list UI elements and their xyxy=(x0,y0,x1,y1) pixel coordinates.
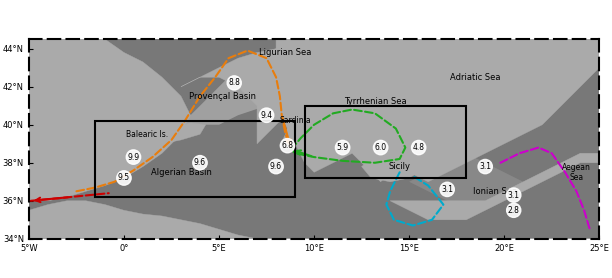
Text: Ionian Sea: Ionian Sea xyxy=(472,187,517,196)
Polygon shape xyxy=(29,201,599,239)
Text: 9.9: 9.9 xyxy=(127,153,140,162)
Text: Ligurian Sea: Ligurian Sea xyxy=(259,48,312,57)
Text: Sicily: Sicily xyxy=(389,162,411,171)
Polygon shape xyxy=(286,68,307,100)
Text: Balearic Is.: Balearic Is. xyxy=(125,130,168,139)
Text: 4.8: 4.8 xyxy=(412,143,425,152)
Text: Adriatic Sea: Adriatic Sea xyxy=(450,73,501,82)
Text: Sardinia: Sardinia xyxy=(279,116,311,125)
Bar xyxy=(95,121,295,197)
Polygon shape xyxy=(181,39,371,144)
Text: 6.0: 6.0 xyxy=(375,143,387,152)
Text: Algerian Basin: Algerian Basin xyxy=(151,168,211,177)
Text: 9.6: 9.6 xyxy=(270,162,282,171)
Bar xyxy=(305,106,466,178)
Polygon shape xyxy=(280,102,310,150)
Text: 3.1: 3.1 xyxy=(479,162,491,171)
Polygon shape xyxy=(147,123,206,144)
Text: 3.1: 3.1 xyxy=(441,185,453,194)
Text: 8.8: 8.8 xyxy=(228,78,240,87)
Text: Tyrrhenian Sea: Tyrrhenian Sea xyxy=(343,97,406,106)
Polygon shape xyxy=(276,30,466,182)
Polygon shape xyxy=(362,157,419,182)
Text: Provençal Basin: Provençal Basin xyxy=(189,92,256,101)
Polygon shape xyxy=(390,39,466,125)
Text: 3.1: 3.1 xyxy=(508,191,520,200)
Text: 2.8: 2.8 xyxy=(508,206,520,215)
Text: 9.6: 9.6 xyxy=(194,158,206,167)
Polygon shape xyxy=(181,49,295,125)
Text: Aegean
Sea: Aegean Sea xyxy=(562,163,591,182)
Text: 5.9: 5.9 xyxy=(337,143,349,152)
Polygon shape xyxy=(409,153,523,210)
Polygon shape xyxy=(29,39,190,201)
Text: 6.8: 6.8 xyxy=(282,141,294,150)
Text: 9.4: 9.4 xyxy=(261,111,272,120)
Text: 9.5: 9.5 xyxy=(118,173,130,182)
Polygon shape xyxy=(390,39,599,182)
Polygon shape xyxy=(390,153,599,220)
